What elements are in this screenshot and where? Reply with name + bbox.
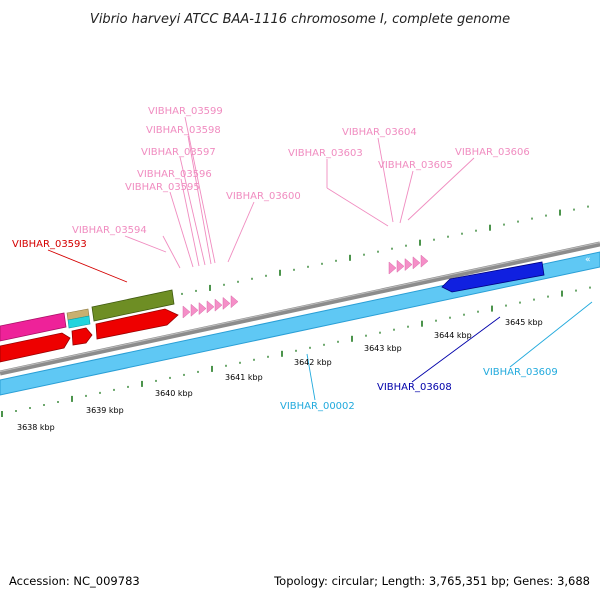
gene-label-VIBHAR_03600[interactable]: VIBHAR_03600 [226,191,301,202]
small-gene-feature[interactable] [404,258,413,272]
gene-label-VIBHAR_03597[interactable]: VIBHAR_03597 [141,147,216,158]
gene-label-VIBHAR_03604[interactable]: VIBHAR_03604 [342,127,417,138]
small-gene-feature[interactable] [230,295,239,309]
gene-label-VIBHAR_00002[interactable]: VIBHAR_00002 [280,401,355,412]
backbone-line [0,241,600,376]
gene-label-VIBHAR_03596[interactable]: VIBHAR_03596 [137,169,212,180]
gene-label-VIBHAR_03608[interactable]: VIBHAR_03608 [377,382,452,393]
scale-label: 3641 kbp [225,373,263,382]
gene-feature-cyan-small[interactable] [67,315,91,329]
small-gene-feature[interactable] [396,259,405,273]
small-gene-feature[interactable] [182,305,191,319]
backbone-highlight [0,242,600,372]
small-gene-cluster-left [182,295,239,319]
accession-text: Accession: NC_009783 [9,574,140,588]
small-gene-feature[interactable] [206,300,215,314]
scale-label: 3638 kbp [17,423,55,432]
gene-label-VIBHAR_03603[interactable]: VIBHAR_03603 [288,148,363,159]
scale-label: 3645 kbp [505,318,543,327]
small-gene-feature[interactable] [198,302,207,316]
small-gene-feature[interactable] [214,298,223,312]
small-gene-feature[interactable] [222,296,231,310]
gene-VIBHAR_03593-feature[interactable] [0,312,67,342]
small-gene-feature[interactable] [190,303,199,317]
gene-feature-red-long[interactable] [95,308,179,340]
scale-label: 3643 kbp [364,344,402,353]
small-gene-feature[interactable] [420,254,429,268]
small-gene-feature[interactable] [388,261,397,275]
track-end-arrows: « [585,255,591,265]
scale-label: 3642 kbp [294,358,332,367]
gene-feature-red-left[interactable] [0,332,71,363]
gene-feature-olive[interactable] [91,289,175,322]
label-leader-lines [47,116,593,401]
gene-label-VIBHAR_03595[interactable]: VIBHAR_03595 [125,182,200,193]
gene-label-VIBHAR_03606[interactable]: VIBHAR_03606 [455,147,530,158]
gene-label-VIBHAR_03599[interactable]: VIBHAR_03599 [148,106,223,117]
gene-label-VIBHAR_03598[interactable]: VIBHAR_03598 [146,125,221,136]
gene-label-VIBHAR_03593[interactable]: VIBHAR_03593 [12,239,87,250]
small-gene-feature[interactable] [412,256,421,270]
inner-tick-track [1,286,591,417]
scale-label: 3644 kbp [434,331,472,340]
gene-VIBHAR_03608-feature[interactable] [441,261,545,293]
gene-feature-red-small[interactable] [71,327,93,346]
gene-label-VIBHAR_03594[interactable]: VIBHAR_03594 [72,225,147,236]
scale-labels: 3638 kbp 3639 kbp 3640 kbp 3641 kbp 3642… [17,318,543,432]
genome-summary-text: Topology: circular; Length: 3,765,351 bp… [273,574,590,588]
scale-label: 3640 kbp [155,389,193,398]
gene-label-VIBHAR_03609[interactable]: VIBHAR_03609 [483,367,558,378]
gene-labels: VIBHAR_03599 VIBHAR_03598 VIBHAR_03597 V… [12,106,558,412]
scale-label: 3639 kbp [86,406,124,415]
map-title: Vibrio harveyi ATCC BAA-1116 chromosome … [90,12,510,27]
small-gene-cluster-right [388,254,429,275]
gene-label-VIBHAR_03605[interactable]: VIBHAR_03605 [378,160,453,171]
